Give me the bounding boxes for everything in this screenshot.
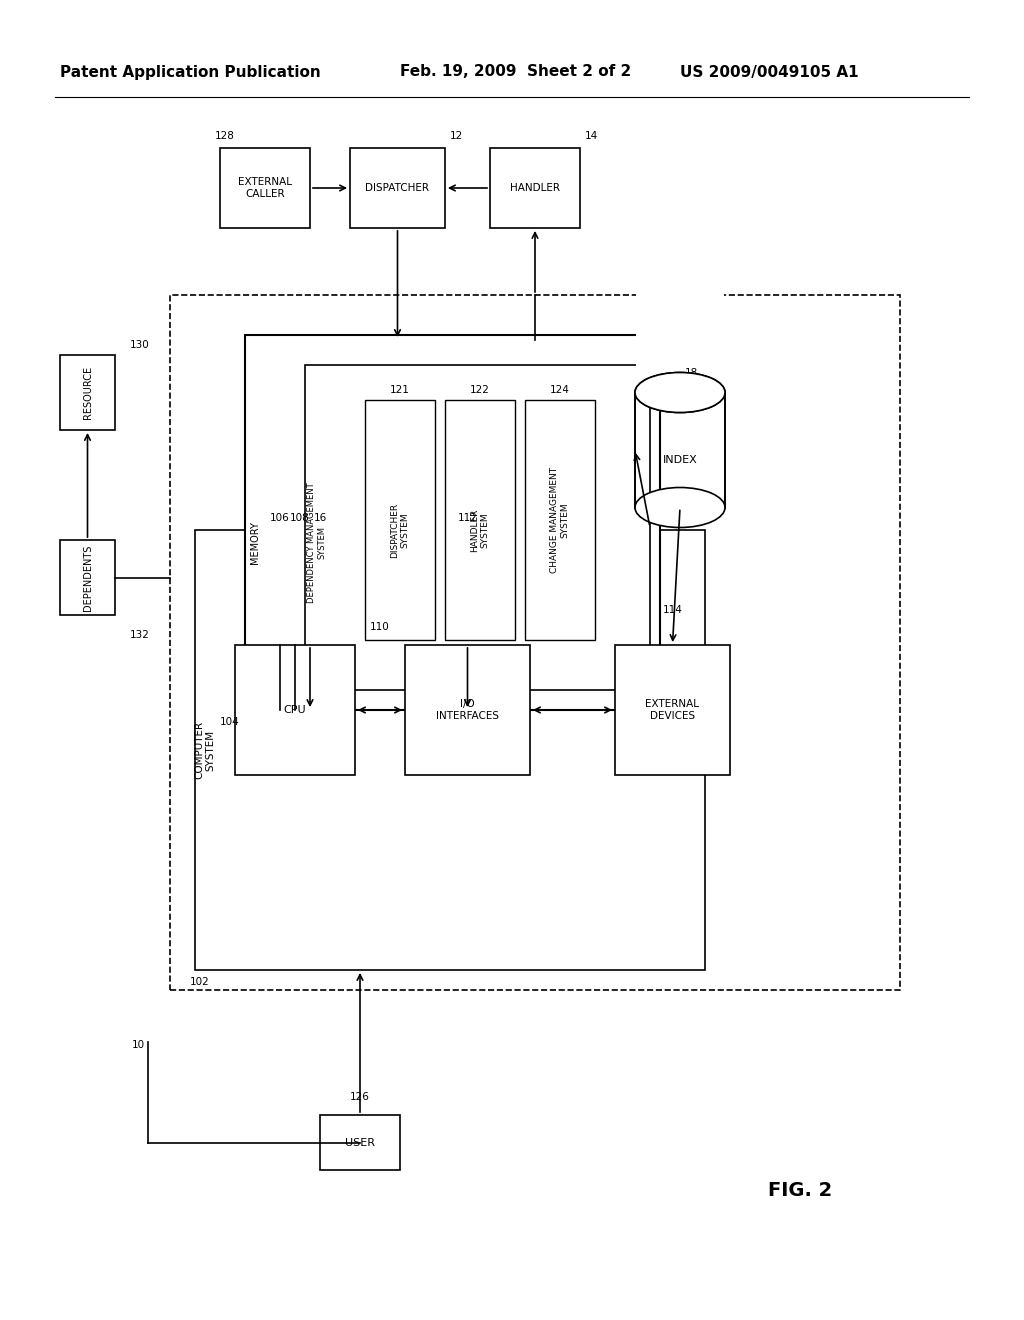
Text: COMPUTER
SYSTEM: COMPUTER SYSTEM [195,721,216,779]
Bar [636,281,724,393]
Text: 104: 104 [220,717,240,727]
Text: 124: 124 [550,385,570,395]
Ellipse shape [635,372,725,412]
Text: 122: 122 [470,385,489,395]
Text: DISPATCHER: DISPATCHER [366,183,429,193]
Ellipse shape [635,372,725,412]
Text: 112: 112 [458,513,477,523]
Text: 106: 106 [270,513,290,523]
Text: 102: 102 [190,977,210,987]
Bar [350,148,445,228]
Text: 128: 128 [215,131,234,141]
Text: 10: 10 [132,1040,145,1049]
Bar [60,355,115,430]
Bar [305,366,650,690]
Text: 130: 130 [130,341,150,350]
Bar [245,335,660,710]
Bar [60,540,115,615]
Bar [319,1115,400,1170]
Text: I/O
INTERFACES: I/O INTERFACES [436,700,499,721]
Text: US 2009/0049105 A1: US 2009/0049105 A1 [680,65,859,79]
Text: INDEX: INDEX [663,455,697,465]
Text: HANDLER
SYSTEM: HANDLER SYSTEM [470,508,489,552]
Text: DEPENDENTS: DEPENDENTS [83,544,92,611]
Text: 114: 114 [663,605,682,615]
Text: 16: 16 [313,513,327,523]
Text: DEPENDENCY MANAGEMENT
SYSTEM: DEPENDENCY MANAGEMENT SYSTEM [307,482,327,603]
Text: USER: USER [345,1138,375,1147]
Text: 108: 108 [290,513,310,523]
Text: CPU: CPU [284,705,306,715]
Text: 121: 121 [390,385,410,395]
Bar [445,400,515,640]
Bar [170,294,900,990]
Text: 110: 110 [370,622,390,632]
Ellipse shape [635,487,725,528]
Text: 14: 14 [585,131,598,141]
Text: EXTERNAL
DEVICES: EXTERNAL DEVICES [645,700,699,721]
Text: Patent Application Publication: Patent Application Publication [60,65,321,79]
Text: 18: 18 [685,367,698,378]
Bar [406,645,530,775]
Bar [615,645,730,775]
Text: 12: 12 [450,131,463,141]
Bar [234,645,355,775]
Bar [195,531,705,970]
Bar [525,400,595,640]
Text: 132: 132 [130,630,150,640]
Bar [365,400,435,640]
Text: CHANGE MANAGEMENT
SYSTEM: CHANGE MANAGEMENT SYSTEM [550,467,569,573]
Text: MEMORY: MEMORY [250,521,260,564]
Text: Feb. 19, 2009  Sheet 2 of 2: Feb. 19, 2009 Sheet 2 of 2 [400,65,631,79]
Bar [220,148,310,228]
Bar [490,148,580,228]
Text: 126: 126 [350,1092,370,1102]
Text: HANDLER: HANDLER [510,183,560,193]
Text: FIG. 2: FIG. 2 [768,1180,833,1200]
Text: DISPATCHER
SYSTEM: DISPATCHER SYSTEM [390,503,410,557]
Text: RESOURCE: RESOURCE [83,366,92,418]
Text: EXTERNAL
CALLER: EXTERNAL CALLER [238,177,292,199]
